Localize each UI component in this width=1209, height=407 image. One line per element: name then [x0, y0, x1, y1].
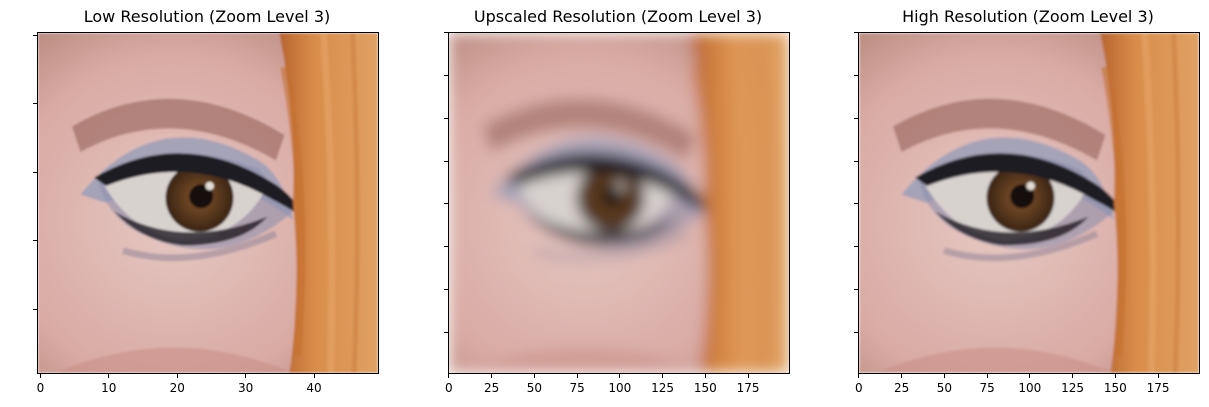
- x-tick-label: 25: [483, 381, 500, 395]
- panel-title: Upscaled Resolution (Zoom Level 3): [473, 7, 763, 26]
- x-tick-mark: [245, 374, 247, 378]
- x-tick-mark: [619, 374, 621, 378]
- y-tick-mark: [33, 240, 37, 242]
- x-tick-mark: [986, 374, 988, 378]
- x-tick-label: 0: [36, 381, 45, 395]
- x-tick-mark: [858, 374, 860, 378]
- x-tick-label: 150: [1103, 381, 1127, 395]
- y-tick-mark: [854, 331, 858, 333]
- x-tick-label: 25: [893, 381, 910, 395]
- y-tick-mark: [444, 288, 448, 290]
- y-tick-mark: [444, 75, 448, 77]
- x-tick-label: 20: [169, 381, 185, 395]
- x-tick-label: 175: [1146, 381, 1170, 395]
- y-tick-mark: [33, 171, 37, 173]
- x-tick-label: 50: [936, 381, 952, 395]
- x-tick-label: 75: [979, 381, 995, 395]
- x-tick-mark: [448, 374, 450, 378]
- x-tick-mark: [1072, 374, 1074, 378]
- x-tick-label: 10: [101, 381, 117, 395]
- y-tick-mark: [854, 203, 858, 205]
- x-tick-mark: [108, 374, 110, 378]
- eye-photo: [38, 33, 378, 373]
- y-tick-mark: [33, 308, 37, 310]
- x-tick-label: 125: [1061, 381, 1085, 395]
- x-tick-label: 50: [526, 381, 542, 395]
- x-tick-label: 125: [651, 381, 675, 395]
- x-tick-mark: [662, 374, 664, 378]
- x-tick-mark: [1114, 374, 1116, 378]
- eye-photo: [859, 33, 1199, 373]
- x-tick-mark: [943, 374, 945, 378]
- image-frame: [858, 32, 1200, 374]
- x-tick-label: 100: [1018, 381, 1042, 395]
- x-tick-label: 40: [306, 381, 322, 395]
- y-tick-mark: [854, 75, 858, 77]
- y-tick-mark: [444, 160, 448, 162]
- y-tick-mark: [854, 160, 858, 162]
- panel-title: Low Resolution (Zoom Level 3): [83, 7, 331, 26]
- y-tick-mark: [444, 203, 448, 205]
- y-tick-mark: [854, 117, 858, 119]
- y-tick-mark: [854, 246, 858, 248]
- y-tick-mark: [444, 246, 448, 248]
- x-tick-mark: [901, 374, 903, 378]
- image-frame: [448, 32, 790, 374]
- x-tick-mark: [747, 374, 749, 378]
- x-tick-label: 100: [608, 381, 632, 395]
- x-tick-mark: [39, 374, 41, 378]
- x-tick-label: 30: [237, 381, 254, 395]
- x-tick-mark: [704, 374, 706, 378]
- y-tick-mark: [444, 117, 448, 119]
- y-tick-mark: [33, 34, 37, 36]
- x-tick-mark: [491, 374, 493, 378]
- x-tick-mark: [176, 374, 178, 378]
- panel-title: High Resolution (Zoom Level 3): [902, 7, 1154, 26]
- x-tick-label: 150: [693, 381, 717, 395]
- x-tick-label: 175: [736, 381, 760, 395]
- x-tick-label: 75: [569, 381, 585, 395]
- y-tick-mark: [444, 331, 448, 333]
- x-tick-label: 0: [445, 381, 453, 395]
- image-frame: [37, 32, 379, 374]
- y-tick-mark: [854, 288, 858, 290]
- eye-photo: [449, 33, 789, 373]
- y-tick-mark: [444, 32, 448, 34]
- x-tick-mark: [576, 374, 578, 378]
- x-tick-label: 0: [855, 381, 863, 395]
- x-tick-mark: [1029, 374, 1031, 378]
- y-tick-mark: [33, 103, 37, 105]
- y-tick-mark: [854, 32, 858, 34]
- x-tick-mark: [533, 374, 535, 378]
- x-tick-mark: [1157, 374, 1159, 378]
- x-tick-mark: [313, 374, 315, 378]
